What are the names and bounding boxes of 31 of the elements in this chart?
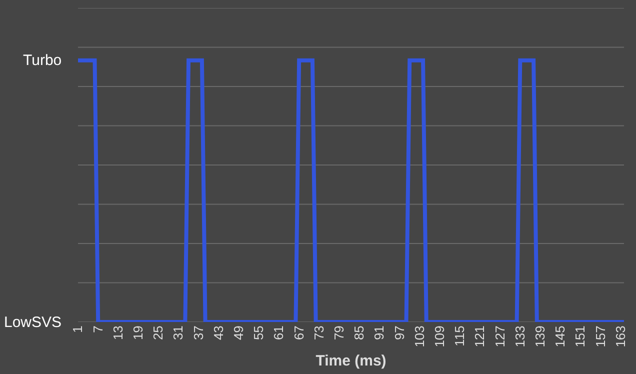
- x-tick-label: 37: [190, 326, 206, 340]
- x-tick-label: 1: [70, 326, 86, 333]
- x-tick-label: 121: [472, 326, 488, 348]
- x-tick-label: 7: [90, 326, 106, 333]
- x-tick-label: 31: [170, 326, 186, 340]
- x-tick-label: 73: [311, 326, 326, 340]
- x-tick-label: 19: [130, 326, 146, 340]
- x-tick-label: 115: [452, 326, 468, 346]
- text: LowSVS: [4, 314, 62, 331]
- x-tick-label: 13: [110, 326, 126, 340]
- x-tick-label: 43: [210, 326, 226, 340]
- text: Turbo: [23, 52, 62, 69]
- x-tick-label: 103: [412, 326, 427, 348]
- x-tick-label: 67: [291, 326, 306, 340]
- x-tick-label: 145: [552, 326, 568, 348]
- x-tick-label: 97: [392, 326, 407, 340]
- x-tick-label: 91: [372, 326, 387, 340]
- x-tick-label: 25: [150, 326, 166, 340]
- x-tick-label: 85: [352, 326, 367, 340]
- x-tick-label: 55: [251, 326, 266, 340]
- x-tick-label: 163: [612, 326, 628, 348]
- x-tick-label: 61: [271, 326, 286, 340]
- x-tick-label: 139: [532, 326, 548, 348]
- x-tick-label: 127: [492, 326, 508, 348]
- x-tick-label: 133: [512, 326, 528, 348]
- x-tick-label: 49: [231, 326, 246, 340]
- x-tick-label: 79: [332, 326, 347, 340]
- x-tick-label: 157: [592, 326, 608, 348]
- x-tick-label: 109: [432, 326, 447, 348]
- x-tick-label: 151: [572, 326, 588, 348]
- x-axis-title: Time (ms): [316, 352, 386, 370]
